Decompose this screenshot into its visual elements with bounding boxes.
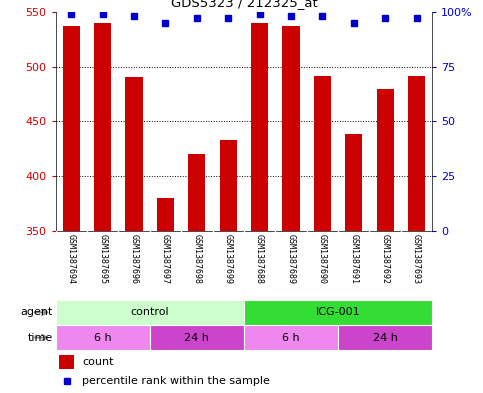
- Text: 6 h: 6 h: [94, 332, 112, 343]
- Bar: [338, 325, 432, 350]
- Text: count: count: [82, 357, 114, 367]
- Bar: [377, 90, 394, 231]
- Bar: [150, 325, 244, 350]
- Bar: [59, 355, 74, 369]
- Bar: [251, 23, 268, 231]
- Text: GSM1387696: GSM1387696: [129, 234, 139, 284]
- Bar: [56, 300, 244, 325]
- Text: GSM1387693: GSM1387693: [412, 234, 421, 284]
- Bar: [244, 300, 432, 325]
- Bar: [345, 134, 362, 231]
- Text: GSM1387697: GSM1387697: [161, 234, 170, 284]
- Text: GSM1387690: GSM1387690: [318, 234, 327, 284]
- Text: GSM1387691: GSM1387691: [349, 234, 358, 284]
- Text: GSM1387692: GSM1387692: [381, 234, 390, 284]
- Text: time: time: [28, 332, 53, 343]
- Text: GSM1387698: GSM1387698: [192, 234, 201, 284]
- Text: agent: agent: [21, 307, 53, 318]
- Text: ICG-001: ICG-001: [316, 307, 360, 318]
- Bar: [126, 77, 142, 231]
- Text: GSM1387695: GSM1387695: [98, 234, 107, 284]
- Text: GSM1387699: GSM1387699: [224, 234, 233, 284]
- Bar: [63, 26, 80, 231]
- Text: GSM1387694: GSM1387694: [67, 234, 76, 284]
- Bar: [314, 76, 331, 231]
- Text: percentile rank within the sample: percentile rank within the sample: [82, 376, 270, 386]
- Bar: [283, 26, 299, 231]
- Bar: [244, 325, 338, 350]
- Text: GSM1387689: GSM1387689: [286, 234, 296, 284]
- Bar: [157, 198, 174, 231]
- Text: 24 h: 24 h: [373, 332, 398, 343]
- Bar: [56, 325, 150, 350]
- Bar: [188, 154, 205, 231]
- Text: 24 h: 24 h: [185, 332, 209, 343]
- Bar: [408, 76, 425, 231]
- Bar: [220, 140, 237, 231]
- Text: control: control: [130, 307, 169, 318]
- Text: 6 h: 6 h: [282, 332, 300, 343]
- Bar: [94, 23, 111, 231]
- Title: GDS5323 / 212325_at: GDS5323 / 212325_at: [170, 0, 317, 9]
- Text: GSM1387688: GSM1387688: [255, 234, 264, 284]
